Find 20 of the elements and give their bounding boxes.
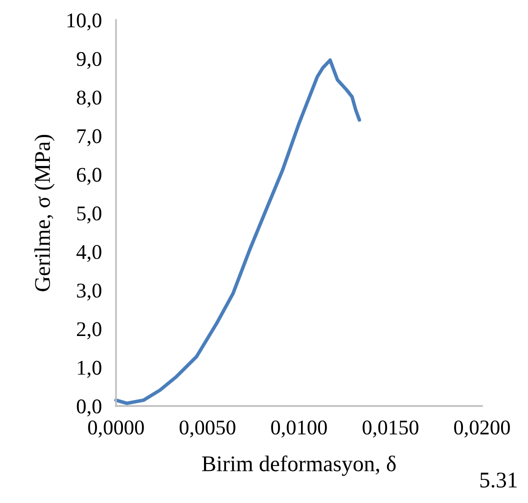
y-tick-label: 9,0 [76, 52, 102, 70]
x-tick-label: 0,0100 [271, 420, 327, 438]
x-tick-label: 0,0150 [362, 420, 418, 438]
x-tick-label: 0,0050 [180, 420, 236, 438]
y-tick-label: 7,0 [77, 129, 102, 146]
text: 5.31 [480, 472, 517, 488]
y-tick-label: 8,0 [76, 90, 102, 108]
line-series [114, 58, 362, 406]
y-tick-label: 2,0 [76, 322, 102, 340]
y-axis-title: Gerilme, σ (MPa) [34, 134, 55, 292]
x-tick-label: 0,0200 [454, 420, 510, 438]
x-tick-label: 0,0000 [88, 420, 144, 438]
y-tick-label: 10,0 [67, 13, 102, 30]
y-tick-label: 1,0 [78, 360, 102, 378]
y-tick-label: 5,0 [77, 206, 102, 224]
y-tick-label: 4,0 [76, 244, 102, 262]
y-tick-label: 6,0 [76, 168, 102, 185]
y-tick-label: 0,0 [76, 399, 102, 416]
x-axis-title: Birim deformasyon, δ [202, 455, 396, 476]
y-tick-label: 3,0 [77, 284, 102, 301]
